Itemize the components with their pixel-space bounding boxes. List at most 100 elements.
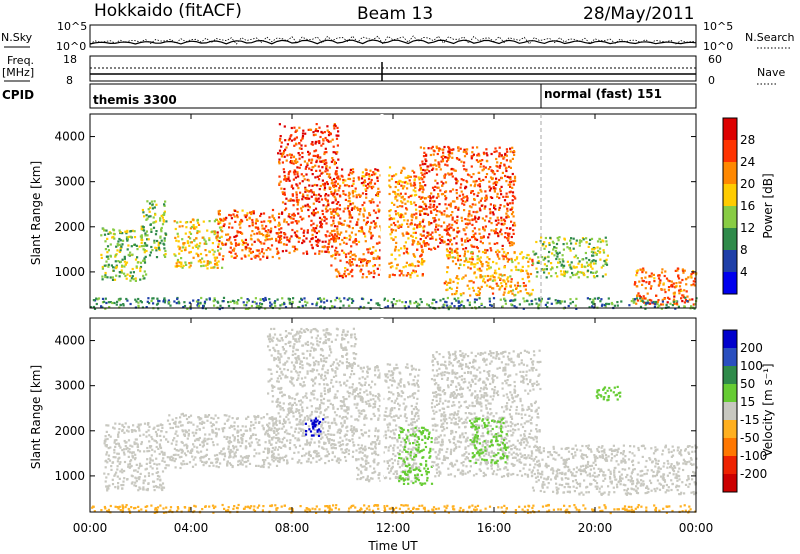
power-echo-cell	[218, 253, 221, 256]
power-echo-cell	[332, 194, 335, 197]
power-echo-cell	[554, 250, 557, 253]
power-echo-cell	[296, 160, 299, 163]
velocity-echo-cell	[286, 459, 289, 462]
power-echo-cell	[440, 211, 443, 214]
power-echo-cell	[315, 199, 318, 203]
power-echo-cell	[196, 221, 200, 224]
power-echo-cell	[503, 250, 506, 253]
power-echo-cell	[405, 250, 408, 253]
power-echo-cell	[167, 302, 170, 305]
power-echo-cell	[137, 297, 140, 301]
power-echo-cell	[327, 131, 330, 134]
freq-tick-bottom: 8	[66, 74, 73, 87]
power-echo-cell	[589, 261, 592, 264]
velocity-echo-cell	[270, 327, 273, 331]
power-echo-cell	[481, 263, 484, 266]
power-echo-cell	[644, 276, 647, 279]
power-echo-cell	[140, 227, 143, 231]
velocity-echo-cell	[266, 432, 269, 436]
power-echo-cell	[451, 156, 454, 159]
power-echo-cell	[199, 242, 202, 245]
power-echo-cell	[390, 223, 393, 226]
power-echo-cell	[155, 247, 158, 250]
power-echo-cell	[326, 248, 329, 251]
power-echo-cell	[218, 307, 221, 311]
velocity-echo-cell	[152, 480, 155, 483]
power-echo-cell	[483, 207, 486, 210]
power-echo-cell	[189, 264, 192, 267]
power-echo-cell	[511, 172, 514, 176]
power-echo-cell	[358, 213, 361, 216]
power-echo-cell	[419, 167, 422, 170]
power-echo-cell	[499, 273, 502, 276]
power-echo-cell	[192, 218, 195, 221]
velocity-echo-cell	[298, 400, 301, 403]
power-echo-cell	[460, 183, 463, 186]
velocity-echo-cell	[172, 453, 175, 457]
power-echo-cell	[438, 237, 442, 240]
power-echo-cell	[493, 181, 496, 184]
power-echo-cell	[342, 181, 345, 184]
power-echo-cell	[180, 249, 183, 252]
power-echo-cell	[662, 282, 665, 285]
velocity-echo-cell	[353, 426, 356, 429]
power-echo-cell	[550, 262, 553, 265]
power-echo-cell	[107, 232, 110, 235]
power-echo-cell	[215, 261, 218, 265]
velocity-echo-cell	[192, 434, 196, 437]
power-echo-cell	[288, 298, 291, 301]
power-echo-cell	[409, 194, 412, 198]
velocity-echo-cell	[105, 430, 108, 433]
power-echo-cell	[323, 219, 326, 222]
power-echo-cell	[104, 248, 107, 251]
power-echo-cell	[357, 178, 361, 181]
power-echo-cell	[233, 215, 236, 218]
power-echo-cell	[499, 298, 502, 301]
velocity-echo-cell	[145, 435, 148, 438]
velocity-echo-cell	[116, 460, 119, 463]
power-echo-cell	[298, 300, 301, 303]
velocity-echo-cell	[306, 340, 309, 344]
power-echo-cell	[484, 176, 487, 179]
power-echo-cell	[548, 243, 551, 246]
power-echo-cell	[177, 235, 180, 238]
velocity-echo-cell	[153, 489, 156, 492]
power-echo-cell	[365, 264, 368, 267]
power-echo-cell	[460, 239, 463, 242]
power-echo-cell	[468, 303, 471, 307]
power-echo-cell	[513, 224, 517, 227]
power-echo-cell	[296, 200, 299, 203]
power-echo-cell	[337, 270, 340, 273]
power-echo-cell	[420, 300, 423, 304]
power-echo-cell	[522, 282, 525, 285]
power-echo-cell	[494, 230, 497, 233]
power-echo-cell	[369, 232, 373, 235]
power-echo-cell	[234, 244, 238, 247]
power-echo-cell	[404, 241, 407, 244]
power-echo-cell	[497, 276, 500, 279]
velocity-echo-cell	[162, 435, 166, 438]
power-echo-cell	[415, 212, 418, 215]
power-echo-cell	[157, 241, 160, 244]
power-echo-cell	[162, 300, 165, 303]
power-echo-cell	[446, 283, 449, 286]
power-echo-cell	[351, 192, 354, 195]
velocity-echo-cell	[270, 372, 273, 375]
velocity-echo-cell	[202, 456, 205, 459]
power-echo-cell	[341, 168, 344, 171]
velocity-echo-cell	[174, 422, 177, 425]
power-echo-cell	[339, 195, 342, 198]
power-echo-cell	[283, 218, 286, 221]
power-echo-cell	[132, 271, 135, 274]
power-echo-cell	[531, 263, 534, 267]
power-echo-cell	[311, 237, 314, 240]
power-echo-cell	[512, 183, 515, 186]
power-echo-cell	[462, 179, 465, 182]
power-echo-cell	[495, 282, 498, 285]
power-echo-cell	[188, 251, 191, 254]
power-echo-cell	[290, 217, 293, 220]
power-echo-cell	[426, 165, 429, 168]
power-echo-cell	[343, 219, 346, 222]
power-echo-cell	[388, 210, 391, 213]
velocity-echo-cell	[146, 446, 149, 450]
